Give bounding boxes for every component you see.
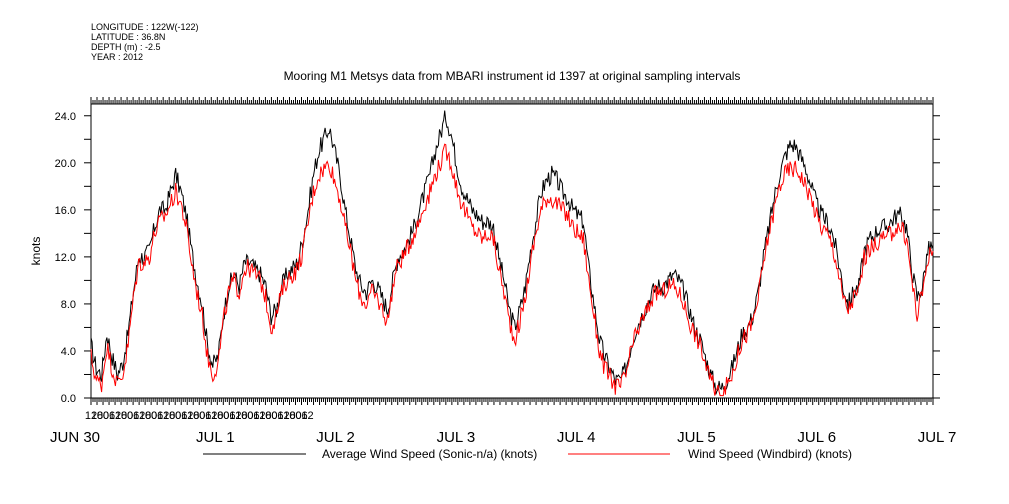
x-tick-label: 06	[151, 410, 163, 422]
x-tick-label: 00	[145, 410, 157, 422]
metadata-block: LONGITUDE : 122W(-122) LATITUDE : 36.8N …	[91, 22, 199, 62]
plot-frame	[90, 103, 934, 399]
x-tick-label: 18	[163, 410, 175, 422]
y-tick-label: 16.0	[55, 205, 76, 217]
legend-label-windbird: Wind Speed (Windbird) (knots)	[688, 447, 852, 461]
x-tick-label: 12	[253, 410, 265, 422]
legend-label-average: Average Wind Speed (Sonic-n/a) (knots)	[322, 447, 537, 461]
legend: Average Wind Speed (Sonic-n/a) (knots) W…	[203, 447, 852, 461]
x-tick-label: 06	[175, 410, 187, 422]
y-tick-label: 0.0	[61, 393, 76, 405]
x-tick-label: 18	[283, 410, 295, 422]
x-tick-label: 18	[187, 410, 199, 422]
x-tick-label: 12	[205, 410, 217, 422]
x-tick-label: 06	[127, 410, 139, 422]
x-tick-label: 12	[301, 410, 313, 422]
x-tick-label: 18	[115, 410, 127, 422]
day-label: JUN 30	[50, 429, 100, 446]
series-lines	[90, 110, 934, 397]
x-tick-label: 12	[109, 410, 121, 422]
x-tick-label: 00	[121, 410, 133, 422]
x-tick-label: 06	[223, 410, 235, 422]
meta-year: YEAR : 2012	[91, 52, 143, 62]
day-label: JUL 4	[557, 429, 596, 446]
x-tick-label: 00	[289, 410, 301, 422]
x-tick-label: 00	[97, 410, 109, 422]
y-axis-label: knots	[29, 237, 43, 266]
y-tick-label: 12.0	[55, 252, 76, 264]
y-tick-label: 24.0	[55, 111, 76, 123]
x-tick-labels: 1218000612180006121800061218000612180006…	[85, 410, 314, 422]
x-tick-label: 18	[235, 410, 247, 422]
x-tick-label: 06	[103, 410, 115, 422]
y-tick-label: 8.0	[61, 299, 76, 311]
x-tick-label: 18	[139, 410, 151, 422]
y-tick-labels: 0.0 4.0 8.0 12.0 16.0 20.0 24.0	[55, 111, 76, 405]
chart-title: Mooring M1 Metsys data from MBARI instru…	[284, 69, 741, 83]
x-tick-label: 00	[265, 410, 277, 422]
x-tick-label: 18	[91, 410, 103, 422]
meta-longitude: LONGITUDE : 122W(-122)	[91, 22, 199, 32]
day-label: JUL 5	[677, 429, 716, 446]
day-label: JUL 7	[918, 429, 957, 446]
x-tick-label: 12	[181, 410, 193, 422]
x-tick-label: 12	[229, 410, 241, 422]
x-tick-label: 00	[193, 410, 205, 422]
day-label: JUL 1	[196, 429, 235, 446]
day-labels: JUN 30 JUL 1 JUL 2 JUL 3 JUL 4 JUL 5 JUL 6 JUL …	[50, 429, 956, 446]
x-tick-label: 12	[133, 410, 145, 422]
meta-depth: DEPTH (m) : -2.5	[91, 42, 161, 52]
day-label: JUL 3	[437, 429, 476, 446]
x-tick-label: 06	[199, 410, 211, 422]
x-tick-label: 12	[85, 410, 97, 422]
x-tick-label: 00	[169, 410, 181, 422]
series-line-windbird	[90, 143, 934, 397]
x-tick-label: 00	[241, 410, 253, 422]
x-tick-label: 06	[247, 410, 259, 422]
x-tick-label: 00	[217, 410, 229, 422]
y-tick-label: 20.0	[55, 158, 76, 170]
x-tick-label: 18	[259, 410, 271, 422]
x-tick-label: 06	[271, 410, 283, 422]
day-label: JUL 6	[797, 429, 836, 446]
x-tick-label: 06	[295, 410, 307, 422]
x-tick-label: 18	[211, 410, 223, 422]
x-tick-label: 12	[157, 410, 169, 422]
meta-latitude: LATITUDE : 36.8N	[91, 32, 165, 42]
y-tick-label: 4.0	[61, 346, 76, 358]
day-label: JUL 2	[316, 429, 355, 446]
series-line-average-wind	[90, 110, 934, 395]
axis-ticks	[84, 97, 940, 405]
x-tick-label: 12	[277, 410, 289, 422]
